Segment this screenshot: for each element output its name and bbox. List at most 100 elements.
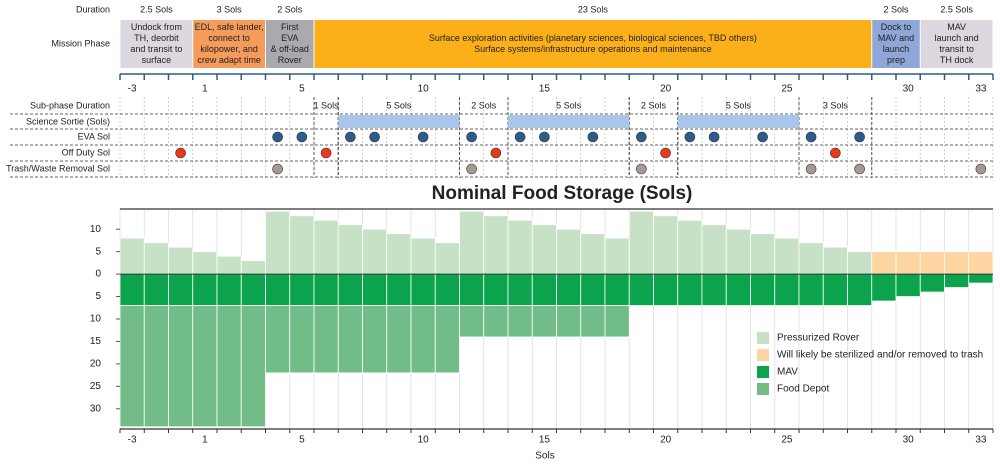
x-axis-label: Sols [535,451,554,462]
bar [362,228,388,275]
eva-dot [296,131,308,143]
bar [386,305,412,374]
phase-text: EVA [281,33,298,43]
bar [822,273,848,306]
bar [507,273,533,306]
bar [750,273,776,306]
phase-duration: 2 Sols [277,4,303,14]
y-tick-label: 10 [90,314,102,325]
y-tick-label: 10 [90,224,102,235]
bar [337,224,363,275]
bar [216,305,242,428]
bar [895,273,921,297]
off_duty-dot [660,147,671,159]
y-tick-label: 25 [90,381,102,392]
bar [556,273,582,306]
phase-duration: 2 Sols [883,4,909,14]
bar [459,305,485,338]
legend-label: Will likely be sterilized and/or removed… [777,350,983,361]
bar [580,305,606,338]
bar [192,273,218,306]
y-tick-label: 30 [90,403,102,414]
bar [434,305,460,374]
bar [240,273,266,306]
phase-text: connect to [208,33,250,43]
bar [216,273,242,306]
phase-block [193,20,265,68]
bar [459,210,485,275]
x-tick-label: 10 [418,435,430,446]
bar [604,305,630,338]
x-tick-label: 5 [299,435,305,446]
bar [556,305,582,338]
sortie-bar [338,115,460,128]
phase-text: surface [142,55,172,65]
bar [313,305,339,374]
eva-dot [757,131,768,143]
eva-dot [587,131,599,143]
phase-text: launch and [935,33,979,43]
bar [604,237,630,275]
bar [701,273,727,306]
eva-dot [466,131,477,143]
chart-title: Nominal Food Storage (Sols) [432,183,693,204]
phase-text: Surface exploration activities (planetar… [429,33,757,43]
bar [895,251,921,275]
phase-text: Undock from [131,22,182,32]
row-label: Mission Phase [51,38,110,48]
bar [507,305,533,338]
phase-duration: 3 Sols [217,4,243,14]
bar [604,273,630,306]
phase-text: MAV [947,22,966,32]
eva-dot [854,131,865,143]
phase-text: prep [887,55,905,65]
bar [628,210,654,275]
eva-dot [539,131,550,143]
bar [507,219,533,275]
bar [289,305,315,374]
bar [192,305,218,428]
bar [750,233,776,275]
subphase-label: 5 Sols [556,100,582,110]
bar [774,237,800,275]
subphase-label: 2 Sols [641,100,667,110]
bar [386,233,412,275]
bar [653,273,679,306]
trash-dot [636,163,647,175]
eva-dot [272,131,283,143]
bar [531,224,557,275]
bar [483,305,509,338]
x-tick-label: 20 [660,435,672,446]
bar [313,219,339,275]
sortie-bar [677,115,799,128]
eva-dot [514,131,526,143]
eva-dot [708,131,720,143]
trash-dot [466,163,477,175]
timeline-tick-label: 1 [202,84,208,95]
eva-dot [417,131,429,143]
timeline-tick-label: 10 [418,84,430,95]
row-label: Trash/Waste Removal Sol [6,163,110,173]
x-tick-label: 33 [975,435,987,446]
legend-swatch [757,349,769,361]
row-label: EVA Sol [78,131,110,141]
bar [483,273,509,306]
bar [168,273,194,306]
bar [968,251,994,275]
timeline-tick-label: 15 [539,84,551,95]
bar [483,215,509,275]
bar [143,273,169,306]
bar [944,273,970,288]
bar [774,273,800,306]
bar [289,215,315,275]
bar [628,273,654,306]
subphase-label: 5 Sols [386,100,412,110]
phase-duration: 2.5 Sols [940,4,973,14]
bar [143,242,169,275]
y-tick-label: 5 [95,246,101,257]
phase-text: TH dock [940,55,974,65]
bar [410,237,436,275]
bar [459,273,485,306]
bar [653,215,679,275]
